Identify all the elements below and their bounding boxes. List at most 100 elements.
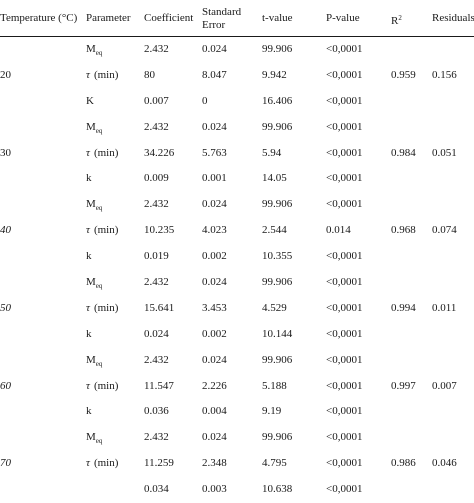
t-value-cell: 99.906 [262, 431, 293, 444]
standard-error-cell: 0.024 [202, 120, 227, 133]
header-r-squared-sup: 2 [398, 14, 402, 22]
coefficient-cell: 15.641 [144, 301, 175, 314]
standard-error-cell: 0.024 [202, 353, 227, 366]
r-squared-cell: 0.968 [391, 224, 416, 237]
table-row: K 0.007 0 16.406 <0,0001 [0, 89, 474, 115]
parameter-symbol: k [86, 405, 92, 418]
standard-error-cell: 3.453 [202, 301, 227, 314]
t-value-cell: 99.906 [262, 353, 293, 366]
standard-error-cell: 0.001 [202, 172, 227, 185]
parameter-cell: Meq [86, 37, 102, 67]
coefficient-cell: 0.007 [144, 94, 169, 107]
header-standard-error-line1: Standard [202, 6, 242, 18]
parameter-symbol: K [86, 94, 94, 107]
table-row: Meq 2.432 0.024 99.906 <0,0001 [0, 270, 474, 296]
p-value-cell: <0,0001 [326, 172, 363, 185]
residuals-cell: 0.011 [432, 301, 457, 314]
parameter-cell: Meq [86, 192, 102, 222]
t-value-cell: 10.355 [262, 250, 293, 263]
t-value-cell: 2.544 [262, 224, 287, 237]
table-row: k 0.024 0.002 10.144 <0,0001 [0, 322, 474, 348]
t-value-cell: 5.188 [262, 379, 287, 392]
coefficient-cell: 80 [144, 68, 155, 81]
p-value-cell: <0,0001 [326, 94, 363, 107]
coefficient-cell: 34.226 [144, 146, 175, 159]
parameter-cell: Meq [86, 425, 102, 455]
p-value-cell: <0,0001 [326, 301, 363, 314]
parameter-symbol: τ [86, 379, 90, 392]
t-value-cell: 99.906 [262, 198, 293, 211]
p-value-cell: <0,0001 [326, 43, 363, 55]
standard-error-cell: 0.024 [202, 276, 227, 289]
parameter-subscript: eq [95, 359, 103, 368]
parameter-cell: K [86, 89, 94, 115]
coefficient-cell: 0.036 [144, 405, 169, 418]
parameter-cell: τ (min) [86, 451, 118, 477]
parameter-cell: Meq [86, 115, 102, 145]
coefficient-cell: 0.024 [144, 327, 169, 340]
table-row: Meq 2.432 0.024 99.906 <0,0001 [0, 348, 474, 374]
standard-error-cell: 0.003 [202, 483, 227, 496]
temperature-cell: 50 [0, 301, 11, 314]
parameter-symbol: τ [86, 68, 90, 81]
temperature-cell: 70 [0, 457, 11, 470]
header-p-value: P-value [326, 12, 360, 24]
parameter-subscript: (min) [93, 457, 119, 470]
parameter-symbol: M [86, 431, 96, 444]
table-header: Temperature (°C) Parameter Coefficient S… [0, 0, 474, 37]
p-value-cell: <0,0001 [326, 483, 363, 496]
parameter-subscript: (min) [93, 224, 119, 237]
t-value-cell: 14.05 [262, 172, 287, 185]
parameter-subscript: (min) [93, 146, 119, 159]
table-row: k 0.019 0.002 10.355 <0,0001 [0, 244, 474, 270]
parameter-symbol: M [86, 120, 96, 133]
t-value-cell: 99.906 [262, 276, 293, 289]
temperature-cell: 60 [0, 379, 11, 392]
parameter-symbol: M [86, 43, 96, 55]
coefficient-cell: 2.432 [144, 353, 169, 366]
parameter-symbol: k [86, 172, 92, 185]
standard-error-cell: 0.002 [202, 327, 227, 340]
residuals-cell: 0.007 [432, 379, 457, 392]
parameter-symbol: τ [86, 301, 90, 314]
parameter-symbol: τ [86, 224, 90, 237]
header-standard-error: Standard Error [202, 6, 241, 32]
table-row: 40 τ (min) 10.235 4.023 2.544 0.014 0.968 0.074 [0, 218, 474, 244]
table-row: Meq 2.432 0.024 99.906 <0,0001 [0, 115, 474, 141]
header-t-value: t-value [262, 12, 293, 24]
table-row: 50 τ (min) 15.641 3.453 4.529 <0,0001 0.994 0.01… [0, 296, 474, 322]
table-row: 30 τ (min) 34.226 5.763 5.94 <0,0001 0.984 0.051 [0, 141, 474, 167]
parameter-subscript: eq [95, 204, 103, 213]
parameter-subscript: (min) [93, 68, 119, 81]
table-row: k 0.036 0.004 9.19 <0,0001 [0, 399, 474, 425]
r-squared-cell: 0.986 [391, 457, 416, 470]
r-squared-cell: 0.997 [391, 379, 416, 392]
coefficient-cell: 10.235 [144, 224, 175, 237]
parameter-subscript: (min) [93, 301, 119, 314]
table-row: Meq 2.432 0.024 99.906 <0,0001 [0, 192, 474, 218]
p-value-cell: 0.014 [326, 224, 351, 237]
t-value-cell: 5.94 [262, 146, 282, 159]
p-value-cell: <0,0001 [326, 146, 363, 159]
coefficient-cell: 2.432 [144, 431, 169, 444]
parameter-symbol: τ [86, 457, 90, 470]
parameter-subscript: eq [95, 126, 103, 135]
parameter-subscript: eq [95, 282, 103, 291]
p-value-cell: <0,0001 [326, 68, 363, 81]
table-row: Meq 2.432 0.024 99.906 <0,0001 [0, 425, 474, 451]
standard-error-cell: 0 [202, 94, 208, 107]
parameter-symbol: M [86, 353, 96, 366]
r-squared-cell: 0.984 [391, 146, 416, 159]
p-value-cell: <0,0001 [326, 327, 363, 340]
parameter-subscript: eq [95, 49, 103, 57]
residuals-cell: 0.156 [432, 68, 457, 81]
standard-error-cell: 0.024 [202, 43, 227, 55]
temperature-cell: 30 [0, 146, 11, 159]
t-value-cell: 99.906 [262, 120, 293, 133]
t-value-cell: 4.529 [262, 301, 287, 314]
table-row: 20 τ (min) 80 8.047 9.942 <0,0001 0.959 0.156 [0, 63, 474, 89]
header-parameter: Parameter [86, 12, 131, 24]
parameter-subscript: eq [95, 437, 103, 446]
coefficient-cell: 0.009 [144, 172, 169, 185]
header-standard-error-line2: Error [202, 19, 226, 31]
